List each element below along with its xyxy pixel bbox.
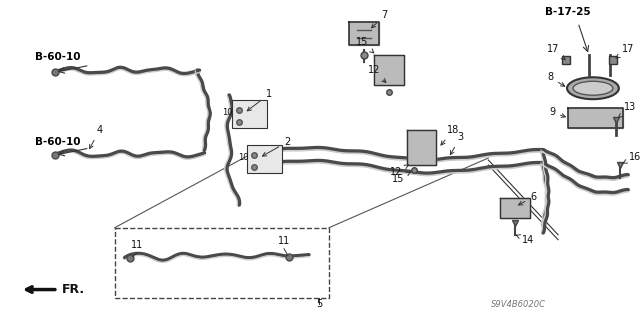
Polygon shape xyxy=(349,22,379,45)
Text: 16: 16 xyxy=(623,152,640,163)
Text: 5: 5 xyxy=(316,300,322,309)
Text: 7: 7 xyxy=(372,11,388,28)
Text: 17: 17 xyxy=(616,44,634,58)
Polygon shape xyxy=(568,108,623,128)
Text: 10: 10 xyxy=(238,153,248,162)
Text: 1: 1 xyxy=(247,89,272,111)
Text: 4: 4 xyxy=(90,125,102,149)
Text: 10: 10 xyxy=(222,108,232,117)
Text: 11: 11 xyxy=(131,240,143,250)
Text: B-17-25: B-17-25 xyxy=(545,6,591,17)
Text: S9V4B6020C: S9V4B6020C xyxy=(491,300,546,309)
Text: 6: 6 xyxy=(518,192,536,205)
Polygon shape xyxy=(374,56,404,85)
Text: 14: 14 xyxy=(516,235,534,245)
Bar xyxy=(247,145,282,173)
Text: 18: 18 xyxy=(441,125,460,145)
Ellipse shape xyxy=(567,77,619,99)
Text: 15: 15 xyxy=(392,172,410,184)
Polygon shape xyxy=(500,198,530,218)
Text: 11: 11 xyxy=(278,236,290,246)
Text: 13: 13 xyxy=(619,102,636,117)
Text: 2: 2 xyxy=(262,137,290,156)
Bar xyxy=(232,100,267,128)
Text: 8: 8 xyxy=(547,72,564,86)
Text: FR.: FR. xyxy=(62,283,85,296)
Text: B-60-10: B-60-10 xyxy=(35,52,81,62)
Polygon shape xyxy=(406,130,436,165)
Ellipse shape xyxy=(573,81,613,95)
Text: 17: 17 xyxy=(547,44,565,60)
Bar xyxy=(115,228,329,298)
Text: B-60-10: B-60-10 xyxy=(35,137,81,147)
Text: 3: 3 xyxy=(451,132,463,155)
Text: 9: 9 xyxy=(549,107,565,117)
Text: 12: 12 xyxy=(367,65,386,83)
Text: 12: 12 xyxy=(390,165,408,177)
Text: 15: 15 xyxy=(356,37,374,53)
